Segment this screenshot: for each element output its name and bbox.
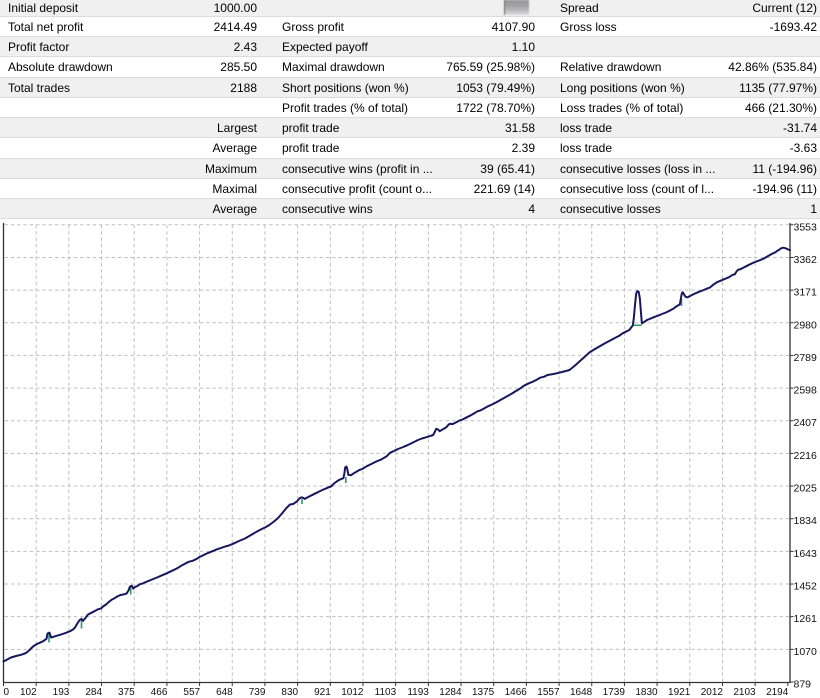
svg-text:2407: 2407 [794,417,818,429]
svg-text:557: 557 [183,687,200,698]
svg-text:1261: 1261 [794,613,818,625]
svg-text:830: 830 [281,687,298,698]
svg-text:102: 102 [20,687,37,698]
svg-text:3171: 3171 [794,287,818,299]
svg-text:1830: 1830 [635,687,658,698]
svg-text:1375: 1375 [472,687,495,698]
svg-text:2789: 2789 [794,352,818,364]
svg-text:2980: 2980 [794,319,818,331]
svg-text:1648: 1648 [570,687,593,698]
svg-text:879: 879 [794,679,812,691]
svg-text:1834: 1834 [794,515,818,527]
svg-text:1103: 1103 [375,687,397,698]
svg-text:921: 921 [314,687,331,698]
svg-text:1643: 1643 [794,548,818,560]
svg-text:2598: 2598 [794,385,818,397]
svg-text:2103: 2103 [733,687,756,698]
svg-text:2216: 2216 [794,450,818,462]
svg-text:2012: 2012 [701,687,724,698]
svg-text:466: 466 [151,687,168,698]
svg-text:3553: 3553 [794,221,818,233]
svg-text:1070: 1070 [794,646,818,658]
svg-text:1466: 1466 [505,687,528,698]
svg-text:375: 375 [118,687,135,698]
svg-text:3362: 3362 [794,254,818,266]
svg-text:1284: 1284 [439,687,462,698]
svg-text:1739: 1739 [603,687,626,698]
svg-text:739: 739 [249,687,266,698]
svg-text:648: 648 [216,687,233,698]
svg-text:284: 284 [85,687,102,698]
svg-text:0: 0 [4,687,10,698]
svg-text:1193: 1193 [407,687,429,698]
svg-text:1452: 1452 [794,581,818,593]
svg-text:1012: 1012 [341,687,364,698]
svg-text:193: 193 [53,687,70,698]
svg-text:1557: 1557 [537,687,560,698]
svg-text:2194: 2194 [766,687,789,698]
svg-text:1921: 1921 [668,687,691,698]
svg-text:2025: 2025 [794,483,818,495]
